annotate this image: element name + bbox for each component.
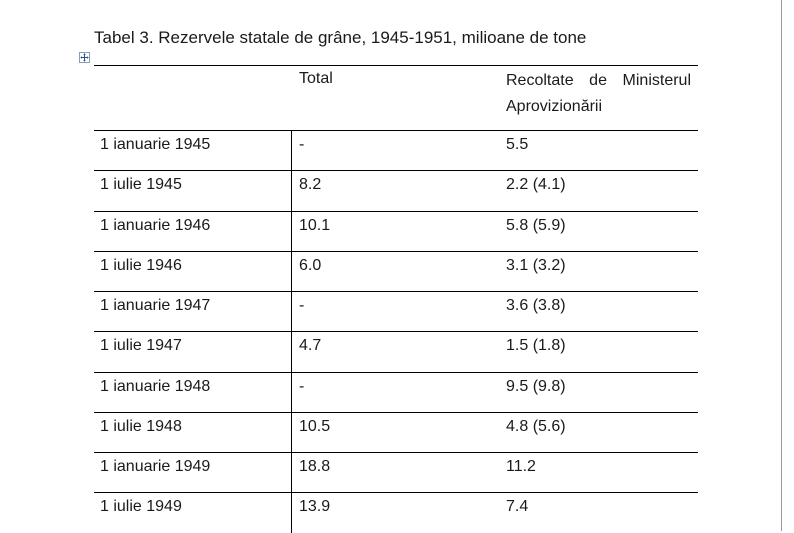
header-recoltate: Recoltate de Ministerul Aprovizionării	[506, 72, 691, 115]
cell-total: 10.1	[299, 216, 331, 234]
cell-recoltate: 3.1 (3.2)	[506, 256, 566, 274]
column-divider	[291, 291, 292, 332]
table-row: 1 iulie 1948 10.5 4.8 (5.6)	[94, 411, 698, 452]
table-row: 1 ianuarie 1946 10.1 5.8 (5.9)	[94, 210, 698, 251]
column-divider	[291, 371, 292, 412]
cell-recoltate: 4.8 (5.6)	[506, 417, 566, 435]
cell-recoltate: 7.4	[506, 498, 529, 516]
column-divider	[291, 411, 292, 452]
column-divider	[291, 331, 292, 372]
cell-date: 1 iulie 1947	[100, 337, 182, 355]
table-row: 1 iulie 1945 8.2 2.2 (4.1)	[94, 170, 698, 211]
cell-total: -	[299, 377, 305, 395]
four-arrow-move-icon[interactable]	[79, 52, 90, 63]
cell-date: 1 ianuarie 1948	[100, 377, 211, 395]
cell-total: 6.0	[299, 256, 322, 274]
table-row: 1 ianuarie 1947 - 3.6 (3.8)	[94, 291, 698, 332]
cell-date: 1 iulie 1948	[100, 417, 182, 435]
cell-date: 1 ianuarie 1949	[100, 458, 211, 475]
cell-date: 1 iulie 1945	[100, 176, 182, 194]
cell-recoltate: 1.5 (1.8)	[506, 337, 566, 355]
cell-total: 10.5	[299, 417, 331, 435]
cell-total: 13.9	[299, 498, 331, 516]
cell-recoltate: 5.8 (5.9)	[506, 216, 566, 234]
cell-date: 1 iulie 1949	[100, 498, 182, 516]
cell-date: 1 ianuarie 1945	[100, 136, 211, 153]
cell-total: -	[299, 297, 305, 314]
table-row: 1 ianuarie 1945 - 5.5	[94, 130, 698, 171]
cell-date: 1 ianuarie 1946	[100, 216, 211, 234]
table-body: 1 ianuarie 1945 - 5.5 1 iulie 1945 8.2 2…	[94, 130, 698, 533]
table-row: 1 ianuarie 1948 - 9.5 (9.8)	[94, 371, 698, 412]
cell-recoltate: 5.5	[506, 136, 529, 153]
column-divider	[291, 170, 292, 211]
table-row: 1 iulie 1947 4.7 1.5 (1.8)	[94, 331, 698, 372]
column-divider	[291, 210, 292, 251]
table-caption: Tabel 3. Rezervele statale de grâne, 194…	[94, 28, 587, 47]
cell-recoltate: 2.2 (4.1)	[506, 176, 566, 194]
cell-date: 1 ianuarie 1947	[100, 297, 211, 314]
table-row: 1 iulie 1946 6.0 3.1 (3.2)	[94, 250, 698, 291]
table-row: 1 ianuarie 1949 18.8 11.2	[94, 452, 698, 493]
table-row: 1 iulie 1949 13.9 7.4	[94, 492, 698, 533]
page-right-margin	[781, 0, 794, 531]
table-top-border	[94, 65, 698, 66]
header-total: Total	[299, 70, 333, 87]
cell-total: 8.2	[299, 176, 322, 194]
cell-recoltate: 11.2	[506, 458, 536, 475]
cell-total: 4.7	[299, 337, 322, 355]
cell-recoltate: 3.6 (3.8)	[506, 297, 566, 314]
cell-total: -	[299, 136, 305, 153]
cell-recoltate: 9.5 (9.8)	[506, 377, 566, 395]
table-header-row: Total Recoltate de Ministerul Aprovizion…	[94, 66, 698, 130]
column-divider	[291, 130, 292, 171]
column-divider	[291, 452, 292, 493]
cell-date: 1 iulie 1946	[100, 256, 182, 274]
cell-total: 18.8	[299, 458, 331, 475]
column-divider	[291, 250, 292, 291]
column-divider	[291, 492, 292, 533]
